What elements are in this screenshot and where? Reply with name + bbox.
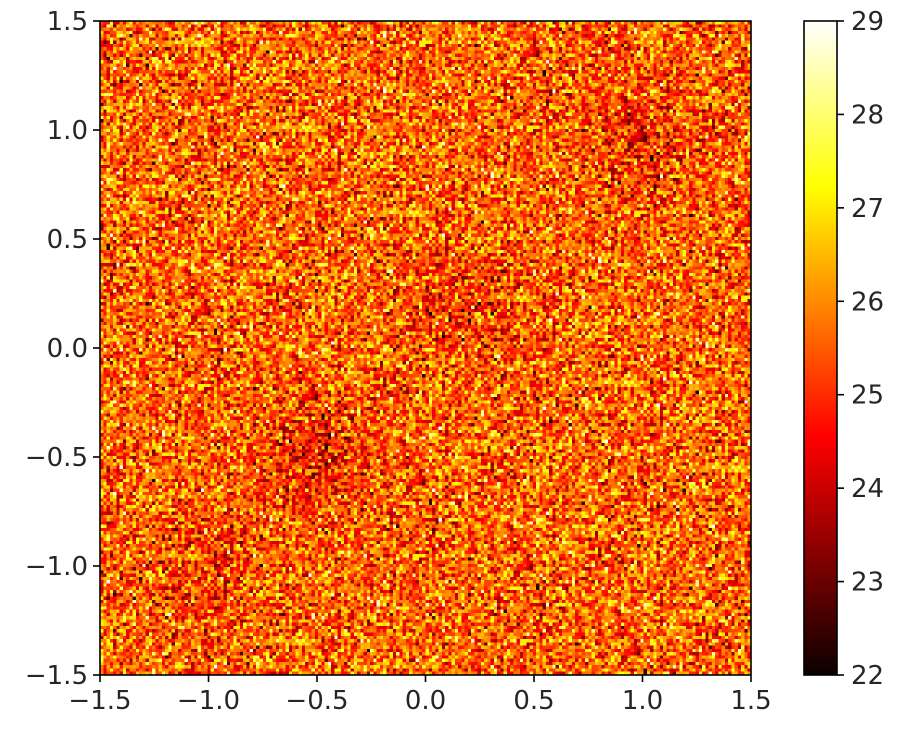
x-tick-label: −1.0 — [177, 686, 240, 716]
x-axis: −1.5 −1.0 −0.5 0.0 0.5 1.0 1.5 — [68, 675, 772, 716]
x-tick-label: −1.5 — [68, 686, 131, 716]
colorbar-tick-label: 23 — [851, 568, 884, 598]
x-tick-label: −0.5 — [285, 686, 348, 716]
colorbar-tick-label: 28 — [851, 100, 884, 130]
colorbar-tick-label: 27 — [851, 194, 884, 224]
y-axis: −1.5 −1.0 −0.5 0.0 0.5 1.0 1.5 — [25, 7, 100, 691]
y-tick-label: −0.5 — [25, 443, 88, 473]
colorbar-tick-label: 25 — [851, 381, 884, 411]
colorbar-tick-label: 26 — [851, 287, 884, 317]
y-tick-label: −1.0 — [25, 552, 88, 582]
y-tick-label: 0.5 — [47, 225, 88, 255]
x-tick-label: 0.0 — [405, 686, 446, 716]
colorbar — [803, 20, 838, 676]
y-tick-label: 0.0 — [47, 334, 88, 364]
x-tick-label: 1.0 — [622, 686, 663, 716]
colorbar-tick-label: 22 — [851, 661, 884, 691]
colorbar-axis: 22 23 24 25 26 27 28 29 — [837, 7, 884, 691]
x-tick-label: 1.5 — [730, 686, 771, 716]
plot-frame — [99, 20, 752, 676]
heatmap-image — [100, 21, 751, 675]
x-tick-label: 0.5 — [513, 686, 554, 716]
y-tick-label: 1.5 — [47, 7, 88, 37]
colorbar-tick-label: 24 — [851, 474, 884, 504]
y-tick-label: 1.0 — [47, 116, 88, 146]
colorbar-tick-label: 29 — [851, 7, 884, 37]
y-tick-label: −1.5 — [25, 661, 88, 691]
